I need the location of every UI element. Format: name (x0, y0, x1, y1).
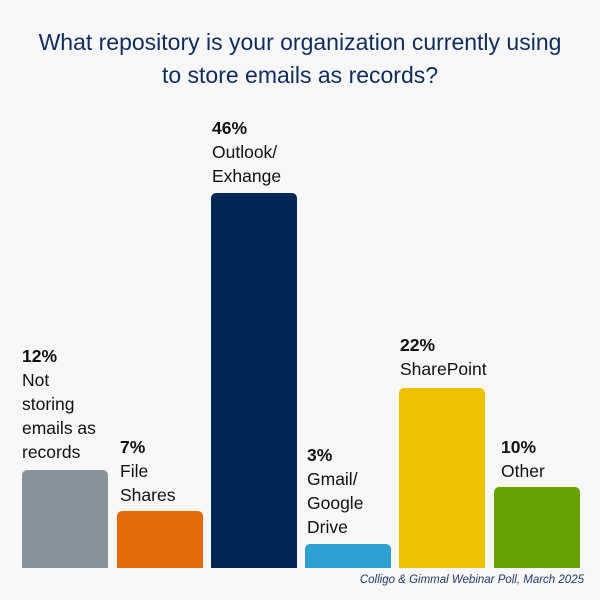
label-sharepoint: 22% SharePoint (400, 333, 510, 381)
bar-value: 3% (307, 445, 333, 465)
label-other: 10% Other (501, 435, 600, 483)
bar-value: 10% (501, 437, 537, 457)
bar-category: Other (501, 461, 545, 481)
bar-value: 46% (212, 118, 248, 138)
bar-value: 12% (22, 346, 58, 366)
label-gmail-google-drive: 3% Gmail/ Google Drive (307, 443, 417, 539)
bar-value: 22% (400, 335, 436, 355)
bar-category: Outlook/ Exhange (212, 142, 282, 186)
label-file-shares: 7% File Shares (120, 435, 230, 507)
bar-gmail-google-drive (305, 544, 391, 568)
bar-category: File Shares (120, 461, 176, 505)
bar-outlook-exchange (211, 193, 297, 568)
chart-title-line-1: What repository is your organization cur… (38, 29, 562, 55)
bar-file-shares (117, 511, 203, 568)
bar-other (494, 487, 580, 568)
bar-category: Gmail/ Google Drive (307, 469, 364, 537)
source-note: Colligo & Gimmal Webinar Poll, March 202… (359, 574, 584, 586)
label-not-storing: 12% Not storing emails as records (22, 344, 132, 464)
bar-category: Not storing emails as records (22, 370, 96, 462)
bar-sharepoint (399, 388, 485, 568)
chart-title-line-2: to store emails as records? (161, 62, 439, 88)
bar-value: 7% (120, 437, 146, 457)
chart-title: What repository is your organization cur… (0, 26, 600, 92)
label-outlook-exchange: 46% Outlook/ Exhange (212, 116, 322, 188)
bar-category: SharePoint (400, 359, 487, 379)
bar-not-storing (22, 470, 108, 568)
